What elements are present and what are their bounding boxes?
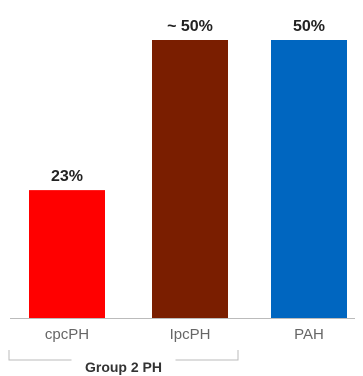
group-bracket-right [175, 350, 239, 361]
bars-group [29, 40, 347, 318]
tick-label-pah: PAH [294, 326, 324, 343]
bar-ipcph [152, 40, 228, 318]
data-label-pah: 50% [293, 18, 325, 35]
data-label-ipcph: ~ 50% [167, 18, 213, 35]
data-labels-group: 23% ~ 50% 50% [51, 18, 325, 185]
tick-labels-group: cpcPH IpcPH PAH [45, 326, 324, 343]
group-bracket-left [8, 350, 72, 361]
bar-cpcph [29, 190, 105, 318]
group-bracket: Group 2 PH [8, 350, 239, 375]
group-2-ph-label: Group 2 PH [85, 359, 162, 375]
tick-label-cpcph: cpcPH [45, 326, 89, 343]
tick-label-ipcph: IpcPH [170, 326, 211, 343]
data-label-cpcph: 23% [51, 168, 83, 185]
bar-pah [271, 40, 347, 318]
